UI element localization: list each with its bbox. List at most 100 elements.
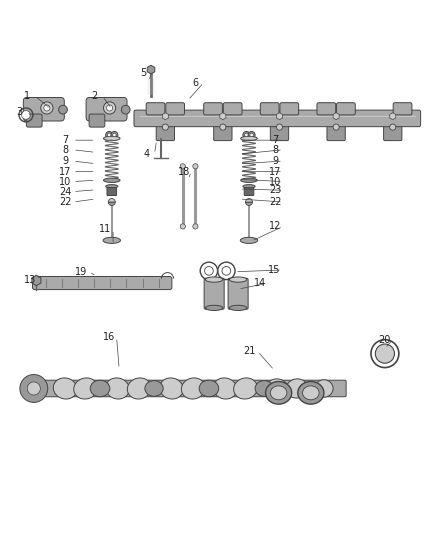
FancyBboxPatch shape	[223, 103, 242, 115]
Text: 22: 22	[269, 197, 281, 207]
FancyBboxPatch shape	[244, 188, 254, 196]
FancyBboxPatch shape	[260, 103, 279, 115]
Circle shape	[111, 132, 118, 139]
FancyBboxPatch shape	[384, 124, 402, 141]
FancyBboxPatch shape	[86, 98, 127, 121]
Ellipse shape	[104, 178, 120, 182]
FancyBboxPatch shape	[228, 278, 248, 309]
Circle shape	[113, 133, 116, 136]
FancyBboxPatch shape	[23, 98, 64, 121]
Circle shape	[21, 110, 30, 119]
Text: 8: 8	[272, 145, 278, 155]
Ellipse shape	[205, 305, 223, 311]
Ellipse shape	[267, 379, 288, 398]
Text: 22: 22	[59, 197, 71, 207]
Circle shape	[106, 132, 113, 139]
Circle shape	[222, 266, 231, 275]
Text: 2: 2	[91, 91, 97, 101]
Circle shape	[390, 124, 396, 130]
Circle shape	[248, 132, 255, 139]
Circle shape	[333, 124, 339, 130]
Ellipse shape	[302, 386, 319, 400]
Text: 5: 5	[140, 68, 147, 78]
FancyBboxPatch shape	[32, 277, 172, 289]
FancyBboxPatch shape	[166, 103, 184, 115]
Text: 17: 17	[59, 166, 71, 176]
Ellipse shape	[53, 378, 77, 399]
Circle shape	[41, 102, 53, 114]
Text: 9: 9	[272, 156, 278, 166]
Text: 19: 19	[75, 266, 87, 277]
Ellipse shape	[181, 378, 205, 399]
Circle shape	[27, 382, 40, 395]
Circle shape	[20, 375, 48, 402]
Circle shape	[193, 164, 198, 169]
FancyBboxPatch shape	[280, 103, 298, 115]
FancyBboxPatch shape	[271, 124, 288, 141]
Wedge shape	[108, 202, 115, 206]
FancyBboxPatch shape	[204, 103, 222, 115]
Ellipse shape	[286, 379, 308, 398]
Circle shape	[245, 133, 248, 136]
Circle shape	[277, 124, 283, 130]
FancyBboxPatch shape	[107, 188, 117, 196]
Ellipse shape	[106, 184, 118, 188]
Ellipse shape	[240, 237, 258, 244]
FancyBboxPatch shape	[89, 114, 105, 127]
Circle shape	[220, 124, 226, 130]
Ellipse shape	[106, 378, 129, 399]
Text: 21: 21	[244, 346, 256, 357]
Ellipse shape	[74, 378, 97, 399]
Ellipse shape	[104, 136, 120, 141]
Circle shape	[59, 106, 67, 114]
FancyBboxPatch shape	[204, 278, 224, 309]
Text: 23: 23	[269, 185, 281, 195]
Ellipse shape	[127, 378, 151, 399]
Circle shape	[180, 224, 185, 229]
Text: 24: 24	[59, 187, 71, 197]
Circle shape	[250, 133, 253, 136]
Circle shape	[108, 133, 111, 136]
Ellipse shape	[241, 136, 257, 141]
Wedge shape	[246, 202, 253, 206]
Circle shape	[375, 344, 395, 363]
Text: 3: 3	[16, 107, 22, 117]
Ellipse shape	[298, 382, 324, 404]
Text: 7: 7	[62, 135, 68, 145]
Ellipse shape	[315, 379, 333, 397]
FancyBboxPatch shape	[26, 114, 42, 127]
Text: 7: 7	[272, 135, 278, 145]
Circle shape	[121, 106, 130, 114]
Ellipse shape	[103, 237, 121, 244]
Text: 12: 12	[269, 221, 281, 231]
FancyBboxPatch shape	[336, 103, 355, 115]
Circle shape	[180, 164, 185, 169]
Ellipse shape	[199, 380, 218, 397]
Wedge shape	[108, 199, 115, 202]
Text: 1: 1	[24, 91, 30, 101]
Circle shape	[44, 105, 50, 111]
Ellipse shape	[160, 378, 184, 399]
Ellipse shape	[213, 378, 237, 399]
Text: 8: 8	[62, 145, 68, 155]
Text: 13: 13	[24, 276, 36, 286]
FancyBboxPatch shape	[214, 124, 232, 141]
Ellipse shape	[266, 382, 291, 404]
Ellipse shape	[234, 378, 257, 399]
FancyBboxPatch shape	[393, 103, 412, 115]
Circle shape	[205, 266, 213, 275]
Ellipse shape	[241, 178, 257, 182]
Text: 10: 10	[269, 176, 281, 187]
Ellipse shape	[205, 277, 223, 282]
Text: 16: 16	[103, 332, 115, 342]
Circle shape	[162, 124, 168, 130]
Ellipse shape	[145, 381, 163, 397]
Ellipse shape	[271, 386, 287, 400]
FancyBboxPatch shape	[35, 380, 346, 397]
Ellipse shape	[255, 381, 274, 397]
Circle shape	[104, 102, 116, 114]
Ellipse shape	[229, 277, 247, 282]
Text: 17: 17	[269, 166, 281, 176]
FancyBboxPatch shape	[156, 124, 174, 141]
Text: 14: 14	[254, 278, 266, 288]
